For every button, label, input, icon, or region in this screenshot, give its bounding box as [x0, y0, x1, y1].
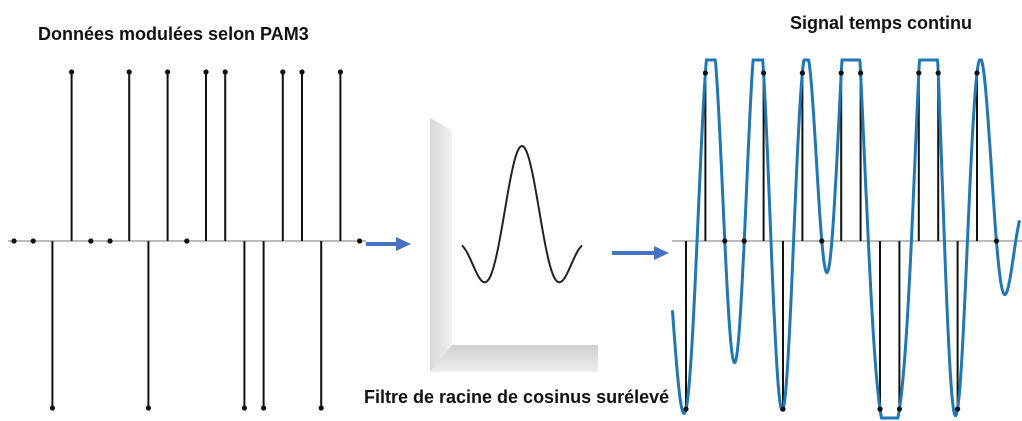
arrow [366, 237, 411, 251]
stem-dot [126, 69, 132, 75]
stem-dot [799, 70, 806, 76]
stem-dot [30, 238, 36, 244]
stem-dot [702, 70, 709, 76]
stem-dot [741, 238, 747, 244]
stem-dot [88, 238, 94, 244]
stem-dot [974, 70, 980, 76]
stem-dot [184, 238, 190, 244]
stem-dot [896, 406, 903, 412]
stem-dot [337, 69, 343, 75]
signal-curve [670, 58, 1021, 420]
continuous-signal [670, 58, 1022, 420]
stem-dot [955, 406, 961, 412]
stem-dot [780, 406, 786, 412]
stem-dot [993, 238, 1000, 244]
stem-dot [877, 406, 883, 412]
stem-dot [107, 238, 113, 244]
stem-dot [299, 69, 305, 75]
right-title: Signal temps continu [790, 13, 972, 33]
stem-dot [838, 70, 844, 76]
stem-dot [222, 69, 228, 75]
arrow [612, 246, 669, 260]
stem-dot [69, 69, 75, 75]
left-title: Données modulées selon PAM3 [38, 24, 309, 44]
stem-dot [165, 69, 171, 75]
stem-dot [683, 406, 689, 412]
stem-dot [11, 238, 17, 244]
stem-dot [280, 69, 286, 75]
stem-dot [49, 405, 56, 411]
pam3-stems [8, 69, 366, 411]
stem-dot [858, 70, 864, 76]
stem-dot [241, 405, 247, 411]
filter-label: Filtre de racine de cosinus surélevé [364, 387, 669, 407]
stem-dot [916, 70, 922, 76]
stem-dot [203, 69, 209, 75]
stem-dot [357, 238, 363, 244]
stem-dot [722, 238, 728, 244]
filter-box [430, 118, 598, 372]
stem-dot [819, 238, 825, 244]
stem-dot [261, 405, 267, 411]
stem-dot [145, 405, 151, 411]
stem-dot [318, 405, 324, 411]
stem-dot [935, 70, 941, 76]
stem-dot [761, 70, 767, 76]
